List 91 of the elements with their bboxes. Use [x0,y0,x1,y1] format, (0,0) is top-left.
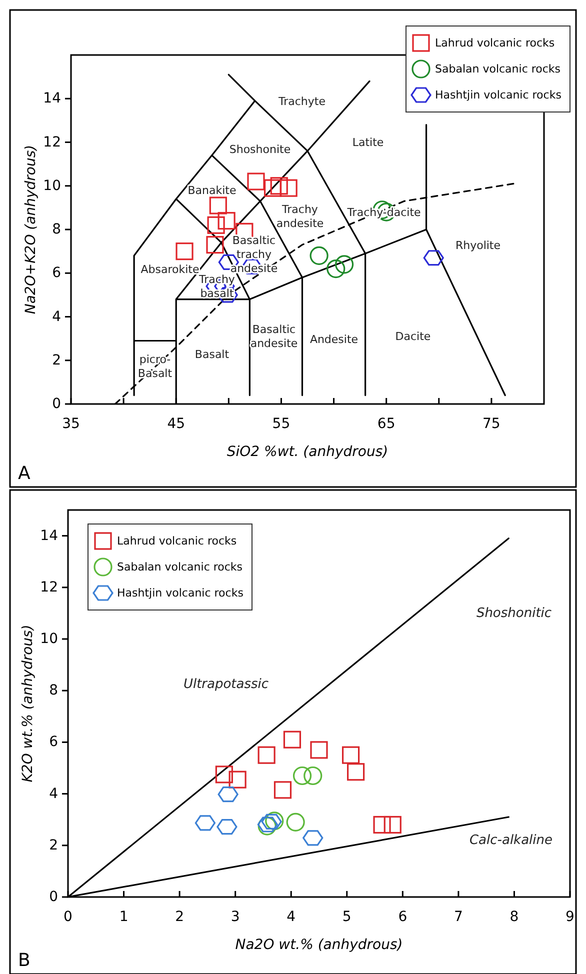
x-tick-label: 4 [286,909,296,925]
y-axis-title: Na2O+K2O (anhydrous) [23,144,39,314]
x-tick-label: 35 [62,416,80,432]
y-tick-label: 10 [43,178,61,194]
x-tick-label: 3 [230,909,240,925]
point [270,177,288,195]
point [292,766,312,786]
point [206,236,224,254]
x-tick-label: 9 [566,909,574,925]
point [342,746,360,764]
y-tick-label: 0 [52,396,61,412]
point [207,216,225,234]
y-tick-label: 12 [40,579,58,596]
annotation: Trachyte [278,94,326,108]
x-tick-label: 1 [119,909,128,925]
annotation: Basaltic andesite [250,322,298,350]
point [218,786,238,802]
annotation: Andesite [310,332,358,346]
point [280,179,298,197]
x-tick-label: 65 [377,416,396,432]
point [304,766,322,786]
y-tick-label: 14 [40,528,58,544]
y-tick-label: 10 [40,631,58,647]
point [334,255,354,274]
point [209,196,227,214]
point [216,819,238,835]
annotation: Basalt [194,348,230,360]
x-tick-label: 5 [342,909,352,925]
point [247,172,265,190]
x-axis-title: Na2O wt.% (anhydrous) [235,937,403,953]
point [283,730,302,748]
annotation: Shoshonitic [476,606,552,620]
point [310,246,328,265]
point [228,770,246,788]
x-tick-label: 6 [398,909,408,925]
y-tick-label: 8 [52,222,61,238]
legend-label: Lahrud volcanic rocks [117,534,237,548]
x-tick-label: 55 [272,416,290,432]
annotation: Shoshonite [229,142,291,156]
point [302,830,324,846]
point [347,763,365,781]
point [218,212,236,230]
legend-label: Sabalan volcanic rocks [435,62,561,76]
point [176,242,194,260]
x-tick-label: 8 [510,909,519,925]
point [261,814,282,830]
y-tick-label: 0 [49,889,58,905]
annotation: Trachy andesite [276,202,324,230]
point [194,815,216,831]
annotation: Dacite [395,330,431,342]
y-tick-label: 12 [43,134,61,150]
x-tick-label: 45 [167,416,186,432]
point [286,812,305,832]
annotation: picro- Basalt [138,352,173,380]
y-tick-label: 4 [49,786,58,802]
point [257,816,278,832]
legend-label: Lahrud volcanic rocks [435,36,555,50]
y-tick-label: 8 [49,682,58,699]
annotation: Rhyolite [455,238,501,252]
point [384,816,402,834]
annotation: Absarokite [140,262,200,276]
annotation: Latite [352,136,384,148]
y-tick-label: 6 [49,734,58,750]
legend-label: Hashtjin volcanic rocks [117,586,244,600]
x-tick-label: 0 [64,909,72,925]
y-tick-label: 14 [43,90,62,107]
point [264,179,282,197]
x-tick-label: 7 [454,909,463,925]
y-tick-label: 4 [52,308,62,325]
text: A [18,463,31,484]
point [265,812,284,830]
point [310,741,328,759]
annotation: Calc-alkaline [469,832,553,848]
annotation: Ultrapotassic [183,676,269,692]
legend-label: Hashtjin volcanic rocks [435,88,562,102]
point [373,816,391,834]
point [258,746,276,764]
y-tick-label: 6 [52,265,62,282]
point [215,766,233,784]
y-tick-label: 2 [52,352,61,368]
annotation: Banakite [188,184,236,196]
point [274,781,292,799]
x-tick-label: 75 [482,416,500,432]
y-axis-title: K2O wt.% (anhydrous) [20,624,36,782]
text: B [18,950,30,971]
point [326,259,346,278]
point [423,250,444,266]
x-axis-title: SiO2 %wt. (anhydrous) [226,444,388,460]
x-tick-label: 2 [175,909,184,925]
legend-label: Sabalan volcanic rocks [117,560,243,574]
y-tick-label: 2 [49,837,58,854]
